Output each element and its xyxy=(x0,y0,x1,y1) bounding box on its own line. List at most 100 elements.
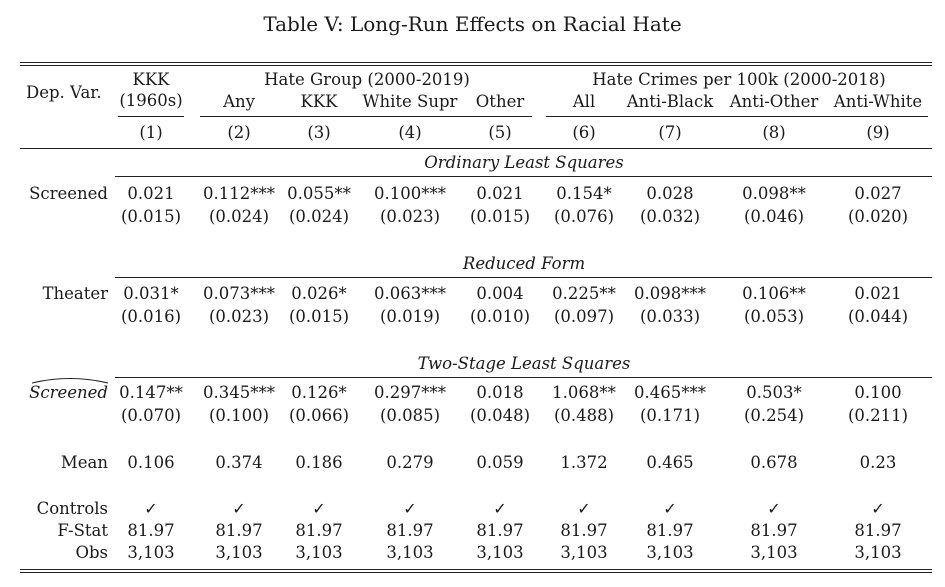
se-cell: (0.016) xyxy=(120,307,182,326)
mean-cell: 0.059 xyxy=(476,453,524,472)
se-cell: (0.048) xyxy=(469,406,531,425)
mean-cell: 0.279 xyxy=(386,453,434,472)
se-cell: (0.211) xyxy=(847,406,909,425)
coef-cell: 0.098*** xyxy=(634,284,706,303)
col-label-anti-black: Anti-Black xyxy=(626,92,714,111)
se-cell: (0.023) xyxy=(379,207,441,226)
hat-accent-icon xyxy=(31,378,109,384)
col-label-anti-white: Anti-White xyxy=(833,92,923,111)
row-label-mean: Mean xyxy=(60,453,108,472)
fstat-cell: 81.97 xyxy=(386,521,434,540)
kkk-1960s-sub: (1960s) xyxy=(119,91,183,110)
se-cell: (0.020) xyxy=(847,207,909,226)
fstat-cell: 81.97 xyxy=(215,521,263,540)
se-cell: (0.015) xyxy=(288,307,350,326)
top-rule-1 xyxy=(20,62,932,64)
checkmark-icon: ✓ xyxy=(312,499,326,518)
fstat-cell: 81.97 xyxy=(646,521,694,540)
row-label-obs: Obs xyxy=(75,543,108,562)
coef-cell: 0.106** xyxy=(742,284,806,303)
coef-cell: 0.055** xyxy=(287,184,351,203)
se-cell: (0.044) xyxy=(847,307,909,326)
se-cell: (0.085) xyxy=(379,406,441,425)
checkmark-icon: ✓ xyxy=(493,499,507,518)
col-number-6: (6) xyxy=(572,123,596,142)
coef-cell: 0.154* xyxy=(556,184,612,203)
fstat-cell: 81.97 xyxy=(560,521,608,540)
section-rule-tsls xyxy=(115,377,932,378)
bottom-rule-1 xyxy=(20,569,932,571)
table-title: Table V: Long-Run Effects on Racial Hate xyxy=(263,12,682,36)
row-label-controls: Controls xyxy=(36,499,108,518)
col-number-7: (7) xyxy=(658,123,682,142)
checkmark-icon: ✓ xyxy=(577,499,591,518)
header-rule xyxy=(20,148,932,150)
obs-cell: 3,103 xyxy=(386,543,434,562)
coef-cell: 0.465*** xyxy=(634,383,706,402)
obs-cell: 3,103 xyxy=(750,543,798,562)
se-cell: (0.010) xyxy=(469,307,531,326)
se-cell: (0.024) xyxy=(288,207,350,226)
se-cell: (0.046) xyxy=(743,207,805,226)
coef-cell: 1.068** xyxy=(552,383,616,402)
row-label-fstat: F-Stat xyxy=(57,521,108,540)
section-title-ols: Ordinary Least Squares xyxy=(424,153,624,172)
checkmark-icon: ✓ xyxy=(144,499,158,518)
row-label-theater: Theater xyxy=(42,284,108,303)
se-cell: (0.100) xyxy=(208,406,270,425)
checkmark-icon: ✓ xyxy=(403,499,417,518)
col-number-1: (1) xyxy=(139,123,163,142)
obs-cell: 3,103 xyxy=(215,543,263,562)
col-label-other: Other xyxy=(475,92,525,111)
se-cell: (0.032) xyxy=(639,207,701,226)
coef-cell: 0.026* xyxy=(291,284,347,303)
se-cell: (0.015) xyxy=(120,207,182,226)
coef-cell: 0.503* xyxy=(746,383,802,402)
col-label-white-supr: White Supr xyxy=(362,92,458,111)
coef-cell: 0.225** xyxy=(552,284,616,303)
depvar-header: Dep. Var. xyxy=(26,83,102,102)
checkmark-icon: ✓ xyxy=(767,499,781,518)
coef-cell: 0.027 xyxy=(854,184,902,203)
se-cell: (0.033) xyxy=(639,307,701,326)
section-title-reduced-form: Reduced Form xyxy=(462,254,586,273)
col-label-anti-other: Anti-Other xyxy=(729,92,819,111)
mean-cell: 0.465 xyxy=(646,453,694,472)
se-cell: (0.171) xyxy=(639,406,701,425)
fstat-cell: 81.97 xyxy=(750,521,798,540)
se-cell: (0.066) xyxy=(288,406,350,425)
se-cell: (0.024) xyxy=(208,207,270,226)
fstat-cell: 81.97 xyxy=(854,521,902,540)
col-number-3: (3) xyxy=(307,123,331,142)
fstat-cell: 81.97 xyxy=(476,521,524,540)
obs-cell: 3,103 xyxy=(476,543,524,562)
col-number-8: (8) xyxy=(762,123,786,142)
col-number-2: (2) xyxy=(227,123,251,142)
mean-cell: 0.106 xyxy=(127,453,175,472)
col-label-kkk: KKK xyxy=(300,92,338,111)
mean-cell: 0.678 xyxy=(750,453,798,472)
col-label-all: All xyxy=(572,92,596,111)
se-cell: (0.097) xyxy=(553,307,615,326)
coef-cell: 0.297*** xyxy=(374,383,446,402)
kkk-1960s-top: KKK xyxy=(132,70,170,89)
se-cell: (0.488) xyxy=(553,406,615,425)
cmidrule-kkk xyxy=(118,116,184,117)
hate-group-header: Hate Group (2000-2019) xyxy=(264,70,470,89)
se-cell: (0.070) xyxy=(120,406,182,425)
hate-crimes-header: Hate Crimes per 100k (2000-2018) xyxy=(592,70,886,89)
col-number-4: (4) xyxy=(398,123,422,142)
checkmark-icon: ✓ xyxy=(871,499,885,518)
coef-cell: 0.004 xyxy=(476,284,524,303)
checkmark-icon: ✓ xyxy=(663,499,677,518)
se-cell: (0.053) xyxy=(743,307,805,326)
coef-cell: 0.147** xyxy=(119,383,183,402)
row-label-screened: Screened xyxy=(29,184,108,203)
checkmark-icon: ✓ xyxy=(232,499,246,518)
coef-cell: 0.028 xyxy=(646,184,694,203)
coef-cell: 0.031* xyxy=(123,284,179,303)
se-cell: (0.023) xyxy=(208,307,270,326)
cmidrule-hate-group xyxy=(200,116,532,117)
col-label-any: Any xyxy=(223,92,255,111)
coef-cell: 0.073*** xyxy=(203,284,275,303)
